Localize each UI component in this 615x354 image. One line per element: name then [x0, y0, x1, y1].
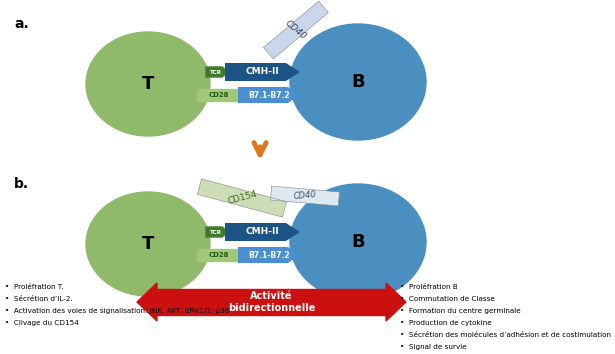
Polygon shape: [271, 186, 339, 206]
Polygon shape: [197, 249, 240, 261]
Text: •  Commutation de Classe: • Commutation de Classe: [400, 296, 495, 302]
Text: TCR: TCR: [210, 69, 221, 74]
Text: CD28: CD28: [208, 252, 229, 258]
Polygon shape: [197, 89, 240, 101]
Text: •  Clivage du CD154: • Clivage du CD154: [5, 320, 79, 326]
Text: •  Proléfration T.: • Proléfration T.: [5, 284, 63, 290]
Text: •  Sécrétion des molécules d’adhésion et de costimulation: • Sécrétion des molécules d’adhésion et …: [400, 332, 611, 338]
Polygon shape: [206, 67, 228, 77]
Ellipse shape: [86, 192, 210, 296]
Text: CD40: CD40: [293, 190, 317, 201]
Text: T: T: [142, 235, 154, 253]
Polygon shape: [238, 87, 300, 103]
Text: B7.1-B7.2: B7.1-B7.2: [248, 91, 290, 99]
Text: Activité
bidirectionnelle: Activité bidirectionnelle: [228, 291, 315, 313]
Text: b.: b.: [14, 177, 29, 191]
Polygon shape: [238, 247, 300, 263]
Text: •  Production de cytokine: • Production de cytokine: [400, 320, 492, 326]
Polygon shape: [206, 227, 228, 237]
Text: CD154: CD154: [226, 190, 258, 206]
Text: •  Sécrétion d’IL-2.: • Sécrétion d’IL-2.: [5, 296, 73, 302]
Text: CD40: CD40: [284, 19, 308, 41]
Ellipse shape: [86, 32, 210, 136]
Text: •  Formation du centre germinale: • Formation du centre germinale: [400, 308, 521, 314]
Text: B7.1-B7.2: B7.1-B7.2: [248, 251, 290, 259]
Text: T: T: [142, 75, 154, 93]
Polygon shape: [386, 283, 406, 321]
Polygon shape: [264, 1, 328, 59]
Polygon shape: [155, 289, 388, 315]
Text: •  Signal de survie: • Signal de survie: [400, 344, 467, 350]
Text: CMH-II: CMH-II: [245, 68, 279, 76]
Ellipse shape: [290, 24, 426, 140]
Ellipse shape: [290, 184, 426, 300]
Text: •  Proléfration B: • Proléfration B: [400, 284, 458, 290]
Polygon shape: [225, 63, 300, 81]
Text: •  Activation des voies de signalisation: JNK, AKT, ERK1/2, p38: • Activation des voies de signalisation:…: [5, 308, 229, 314]
Text: TCR: TCR: [210, 229, 221, 234]
Text: CD28: CD28: [208, 92, 229, 98]
Text: B: B: [351, 73, 365, 91]
Polygon shape: [225, 223, 300, 241]
Text: CMH-II: CMH-II: [245, 228, 279, 236]
Polygon shape: [197, 179, 287, 217]
Polygon shape: [137, 283, 157, 321]
Text: B: B: [351, 233, 365, 251]
Text: a.: a.: [14, 17, 29, 31]
